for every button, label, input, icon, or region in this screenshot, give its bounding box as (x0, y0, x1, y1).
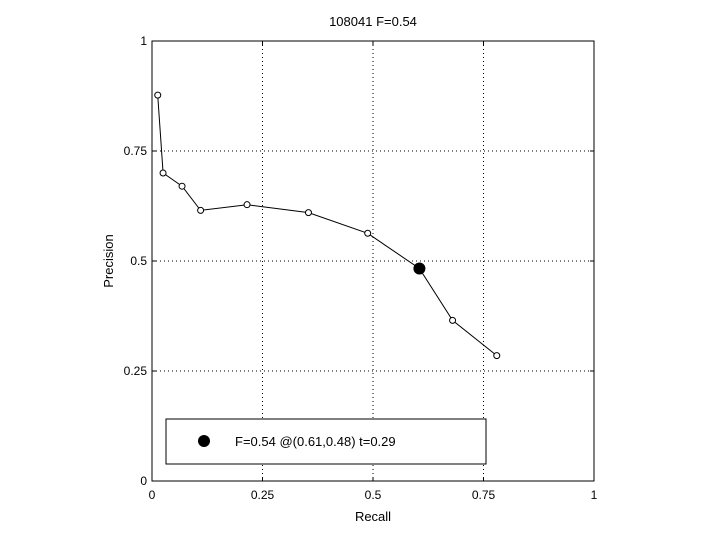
y-tick-label: 0.25 (124, 364, 148, 378)
best-f-point (413, 262, 426, 275)
data-point (449, 316, 457, 324)
x-tick-label: 0 (149, 488, 156, 502)
y-axis-tick-labels: 0 0.25 0.5 0.75 1 (124, 34, 148, 488)
data-point (159, 169, 167, 177)
data-point (197, 206, 205, 214)
y-tick-label: 0.75 (124, 144, 148, 158)
y-axis-label: Precision (101, 234, 116, 287)
data-point (364, 229, 372, 237)
x-axis-tick-labels: 0 0.25 0.5 0.75 1 (149, 488, 598, 502)
y-tick-label: 0 (140, 474, 147, 488)
data-point (304, 209, 312, 217)
legend-entry-label: F=0.54 @(0.61,0.48) t=0.29 (235, 434, 396, 449)
data-point (243, 201, 251, 209)
chart-title: 108041 F=0.54 (329, 14, 417, 29)
x-tick-label: 0.5 (365, 488, 382, 502)
series-line (157, 95, 498, 356)
legend-box (165, 418, 487, 465)
x-tick-label: 1 (591, 488, 598, 502)
x-tick-label: 0.25 (251, 488, 275, 502)
data-point (493, 352, 501, 360)
axis-ticks (151, 40, 595, 482)
y-tick-label: 0.5 (130, 254, 147, 268)
series-precision-recall (154, 91, 501, 360)
x-tick-label: 0.75 (472, 488, 496, 502)
y-tick-label: 1 (140, 34, 147, 48)
data-point (154, 91, 162, 99)
x-axis-label: Recall (355, 509, 391, 524)
data-point (178, 182, 186, 190)
grid-lines (152, 41, 594, 481)
legend-marker-filled-circle (198, 435, 210, 447)
legend: F=0.54 @(0.61,0.48) t=0.29 (165, 418, 487, 465)
